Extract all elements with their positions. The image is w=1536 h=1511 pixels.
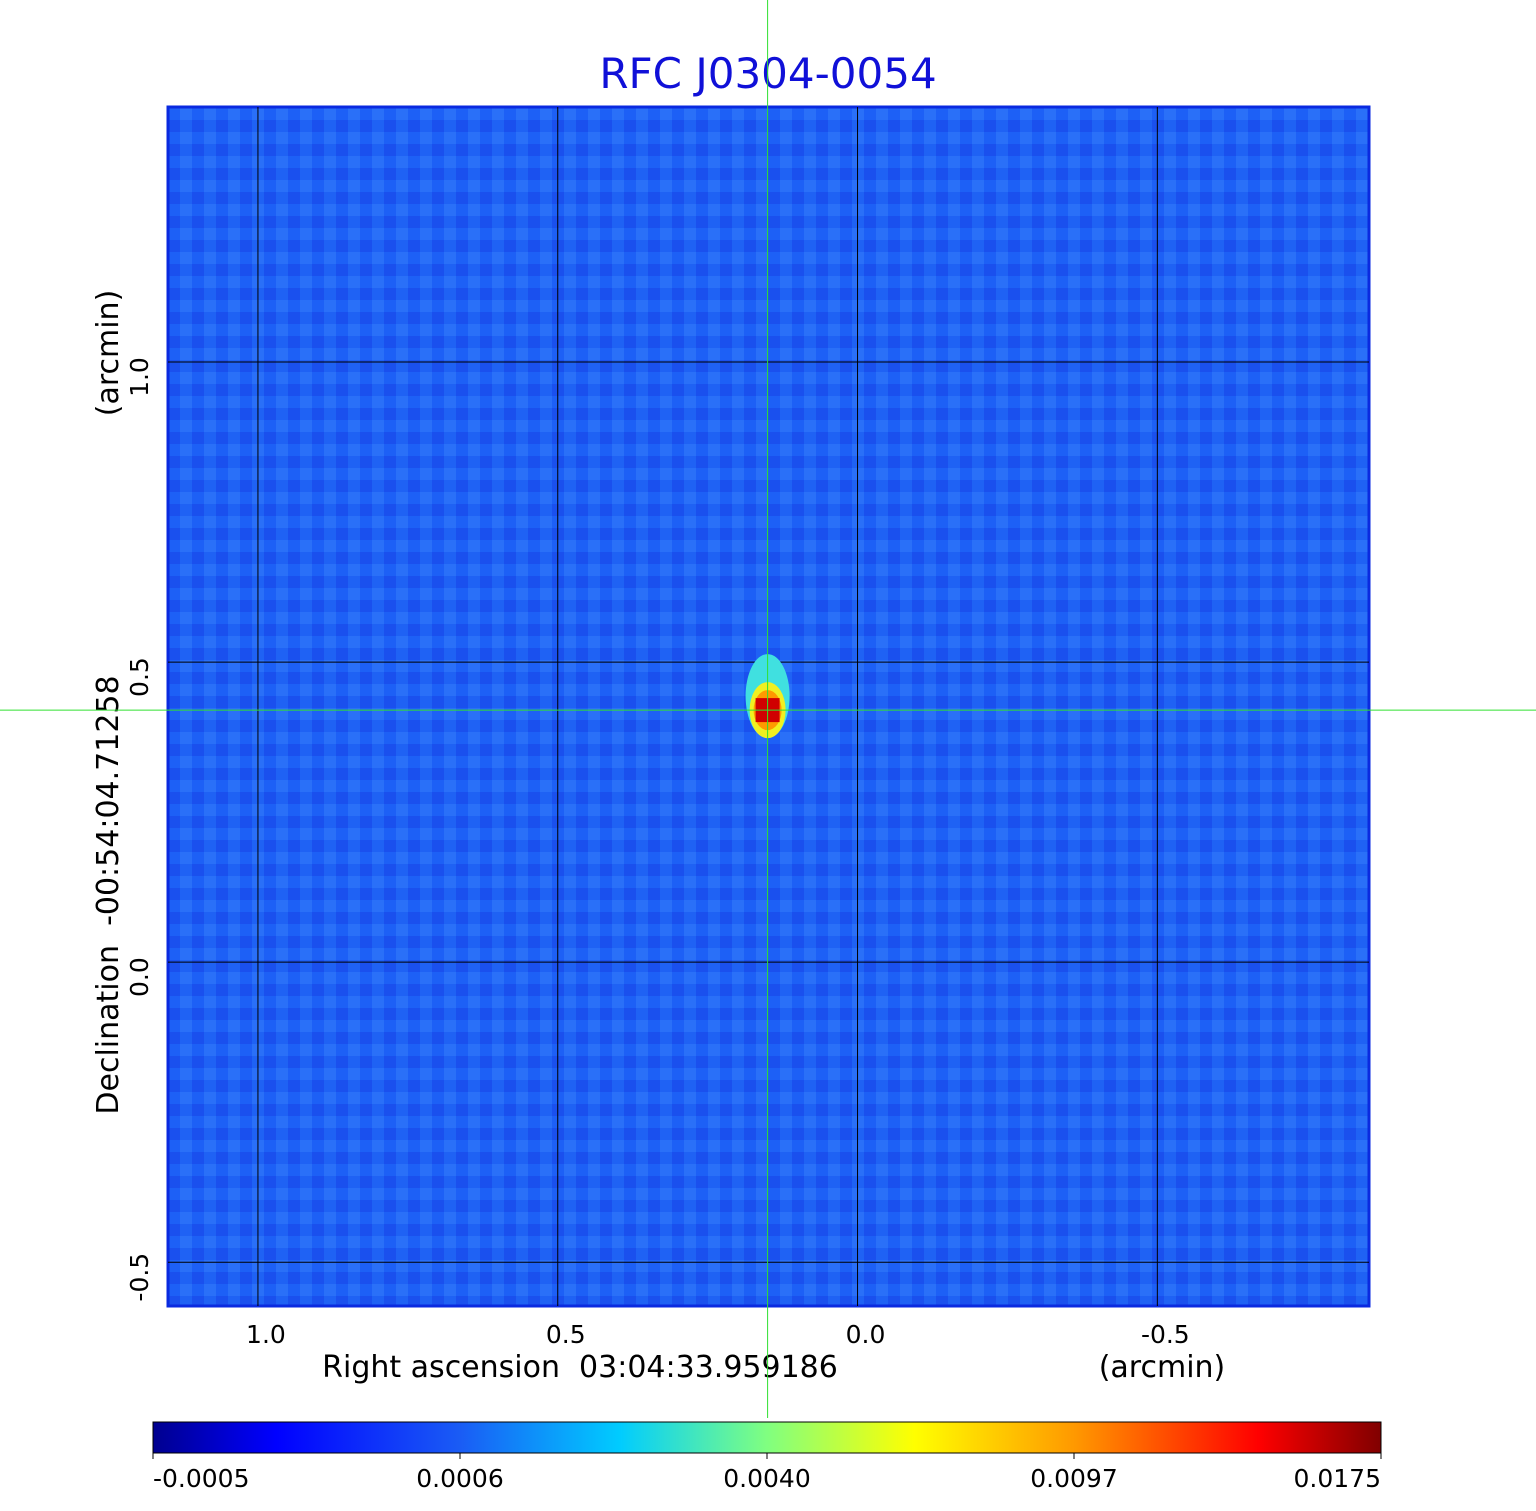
y-axis-label: Declination -00:54:04.71258 — [91, 675, 126, 1114]
y-tick-label: 1.0 — [125, 357, 154, 397]
y-tick-label: -0.5 — [125, 1253, 154, 1302]
colorbar-tick-label: 0.0175 — [1294, 1464, 1381, 1493]
colorbar-tick-label: 0.0097 — [1030, 1464, 1117, 1493]
x-tick-label: 1.0 — [246, 1320, 286, 1349]
colorbar — [152, 1421, 1382, 1454]
y-tick-label: 0.0 — [125, 957, 154, 997]
y-tick-label: 0.5 — [125, 657, 154, 697]
x-unit: (arcmin) — [1099, 1350, 1226, 1385]
colorbar-tick-label: 0.0006 — [416, 1464, 503, 1493]
x-tick-label: 0.0 — [846, 1320, 886, 1349]
colorbar-tick-label: 0.0040 — [723, 1464, 810, 1493]
x-tick-label: -0.5 — [1141, 1320, 1190, 1349]
x-tick-label: 0.5 — [546, 1320, 586, 1349]
x-axis-label: Right ascension 03:04:33.959186 — [322, 1350, 838, 1385]
colorbar-tick-label: -0.0005 — [153, 1464, 250, 1493]
y-unit: (arcmin) — [91, 290, 126, 417]
